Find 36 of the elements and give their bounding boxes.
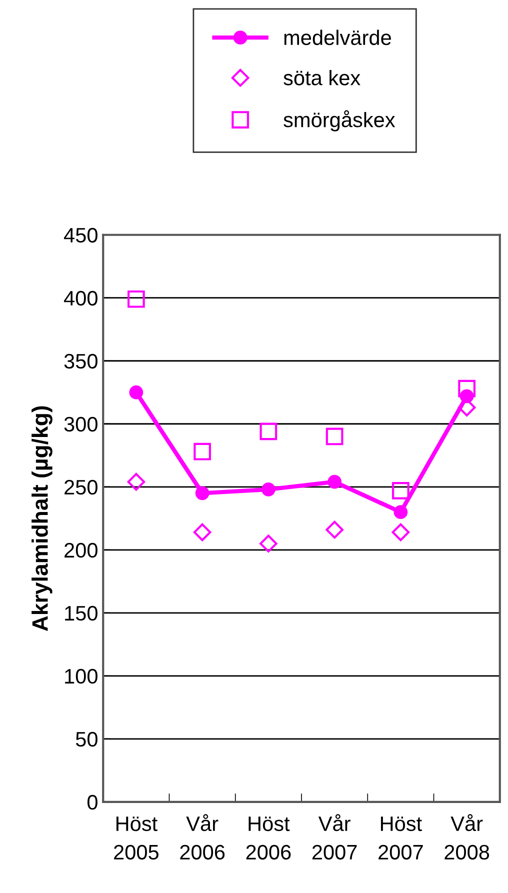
- point: [127, 472, 146, 491]
- y-tick-label: 50: [76, 732, 98, 747]
- point: [260, 534, 278, 552]
- point: [326, 428, 344, 446]
- x-tick-label: Vår 2008: [444, 814, 490, 860]
- y-tick-label: 150: [65, 606, 98, 621]
- point: [129, 385, 144, 400]
- point: [193, 523, 212, 542]
- point: [394, 505, 408, 520]
- y-axis-title: Akrylamidhalt (µg/kg): [32, 406, 52, 632]
- legend-label: smörgåskex: [284, 110, 396, 132]
- y-tick-label: 350: [64, 354, 98, 369]
- point: [392, 523, 410, 542]
- y-tick-label: 250: [64, 480, 98, 495]
- x-tick-label: Vår 2006: [180, 814, 225, 860]
- legend-label: medelvärde: [284, 30, 391, 46]
- point: [458, 380, 476, 398]
- point: [260, 422, 278, 440]
- y-tick-label: 200: [64, 542, 98, 558]
- point: [194, 442, 211, 460]
- y-tick-label: 400: [64, 290, 98, 306]
- legend-label: söta kex: [284, 70, 360, 86]
- point: [261, 482, 276, 496]
- point: [128, 290, 145, 308]
- y-tick-label: 300: [64, 416, 98, 432]
- y-tick-label: 450: [64, 228, 98, 243]
- x-tick-label: Höst 2006: [246, 816, 291, 860]
- x-tick-label: Vår 2007: [312, 814, 357, 860]
- point: [326, 520, 344, 539]
- point: [392, 482, 410, 500]
- x-tick-label: Höst 2007: [378, 816, 423, 860]
- y-tick-label: 0: [87, 794, 98, 810]
- y-tick-label: 100: [65, 668, 98, 684]
- point: [195, 486, 210, 500]
- point: [328, 474, 342, 489]
- x-tick-label: Höst 2005: [114, 816, 158, 860]
